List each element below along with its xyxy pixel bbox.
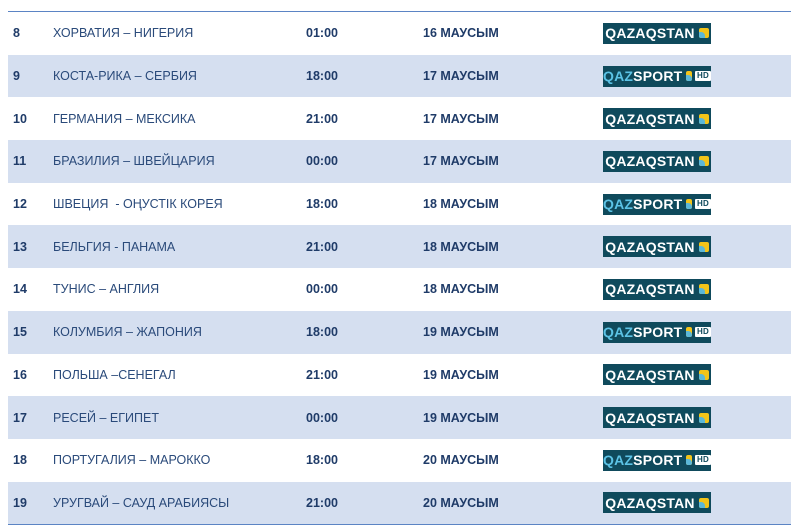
match-number: 12 — [13, 197, 27, 212]
channel: QAZAQSTAN — [603, 236, 711, 258]
logo-square-icon — [698, 284, 709, 295]
match-number: 18 — [13, 453, 27, 468]
match-number: 14 — [13, 282, 27, 297]
match-date: 20 МАУСЫМ — [423, 453, 499, 468]
logo-square-icon — [698, 412, 709, 423]
table-row: 16 ПОЛЬША –СЕНЕГАЛ 21:00 19 МАУСЫМ QAZAQ… — [8, 354, 791, 397]
logo-square-icon — [686, 327, 693, 338]
schedule-table: 8 ХОРВАТИЯ – НИГЕРИЯ 01:00 16 МАУСЫМ QAZ… — [8, 11, 791, 526]
match-teams: ПОЛЬША –СЕНЕГАЛ — [53, 367, 176, 382]
match-time: 00:00 — [306, 410, 338, 425]
match-teams: УРУГВАЙ – САУД АРАБИЯСЫ — [53, 495, 230, 510]
qazaqstan-logo: QAZAQSTAN — [603, 150, 711, 172]
match-number: 9 — [13, 69, 20, 84]
match-teams: КОЛУМБИЯ – ЖАПОНИЯ — [53, 325, 202, 340]
match-time: 01:00 — [306, 26, 338, 41]
match-teams: БРАЗИЛИЯ – ШВЕЙЦАРИЯ — [53, 154, 215, 169]
qazsport-hd-logo: QAZ SPORT HD — [603, 193, 711, 215]
qazaqstan-logo: QAZAQSTAN — [603, 492, 711, 514]
channel: QAZ SPORT HD — [603, 449, 711, 471]
match-time: 00:00 — [306, 282, 338, 297]
match-date: 17 МАУСЫМ — [423, 154, 499, 169]
channel: QAZ SPORT HD — [603, 193, 711, 215]
table-row: 19 УРУГВАЙ – САУД АРАБИЯСЫ 21:00 20 МАУС… — [8, 481, 791, 525]
match-number: 8 — [13, 26, 20, 41]
match-number: 10 — [13, 111, 27, 126]
match-date: 17 МАУСЫМ — [423, 69, 499, 84]
qazaqstan-logo: QAZAQSTAN — [603, 108, 711, 130]
match-teams: ШВЕЦИЯ - ОҢУСТІК КОРЕЯ — [53, 197, 223, 212]
table-row: 17 РЕСЕЙ – ЕГИПЕТ 00:00 19 МАУСЫМ QAZAQS… — [8, 396, 791, 439]
match-date: 17 МАУСЫМ — [423, 111, 499, 126]
logo-square-icon — [686, 455, 693, 466]
qazsport-hd-logo: QAZ SPORT HD — [603, 65, 711, 87]
match-time: 18:00 — [306, 453, 338, 468]
table-row: 9 КОСТА-РИКА – СЕРБИЯ 18:00 17 МАУСЫМ QA… — [8, 54, 791, 98]
match-time: 18:00 — [306, 69, 338, 84]
qazsport-hd-logo: QAZ SPORT HD — [603, 449, 711, 471]
channel: QAZ SPORT HD — [603, 65, 711, 87]
logo-square-icon — [698, 156, 709, 167]
qazaqstan-logo: QAZAQSTAN — [603, 278, 711, 300]
match-time: 21:00 — [306, 495, 338, 510]
channel: QAZAQSTAN — [603, 278, 711, 300]
channel: QAZAQSTAN — [603, 407, 711, 429]
match-time: 21:00 — [306, 239, 338, 254]
match-date: 16 МАУСЫМ — [423, 26, 499, 41]
table-row: 14 ТУНИС – АНГЛИЯ 00:00 18 МАУСЫМ QAZAQS… — [8, 268, 791, 311]
match-time: 00:00 — [306, 154, 338, 169]
match-date: 18 МАУСЫМ — [423, 282, 499, 297]
logo-square-icon — [686, 71, 693, 82]
match-time: 21:00 — [306, 111, 338, 126]
match-number: 19 — [13, 495, 27, 510]
match-number: 17 — [13, 410, 27, 425]
logo-square-icon — [698, 113, 709, 124]
match-time: 18:00 — [306, 325, 338, 340]
table-row: 13 БЕЛЬГИЯ - ПАНАМА 21:00 18 МАУСЫМ QAZA… — [8, 225, 791, 269]
match-number: 16 — [13, 367, 27, 382]
table-row: 12 ШВЕЦИЯ - ОҢУСТІК КОРЕЯ 18:00 18 МАУСЫ… — [8, 183, 791, 226]
match-teams: ПОРТУГАЛИЯ – МАРОККО — [53, 453, 211, 468]
channel: QAZAQSTAN — [603, 150, 711, 172]
match-date: 18 МАУСЫМ — [423, 197, 499, 212]
channel: QAZ SPORT HD — [603, 321, 711, 343]
logo-square-icon — [698, 497, 709, 508]
table-row: 15 КОЛУМБИЯ – ЖАПОНИЯ 18:00 19 МАУСЫМ QA… — [8, 310, 791, 354]
qazaqstan-logo: QAZAQSTAN — [603, 407, 711, 429]
match-teams: ХОРВАТИЯ – НИГЕРИЯ — [53, 26, 194, 41]
match-time: 18:00 — [306, 197, 338, 212]
qazaqstan-logo: QAZAQSTAN — [603, 22, 711, 44]
table-row: 11 БРАЗИЛИЯ – ШВЕЙЦАРИЯ 00:00 17 МАУСЫМ … — [8, 140, 791, 183]
match-number: 15 — [13, 325, 27, 340]
channel: QAZAQSTAN — [603, 492, 711, 514]
match-number: 13 — [13, 239, 27, 254]
match-time: 21:00 — [306, 367, 338, 382]
table-row: 8 ХОРВАТИЯ – НИГЕРИЯ 01:00 16 МАУСЫМ QAZ… — [8, 12, 791, 55]
match-teams: ГЕРМАНИЯ – МЕКСИКА — [53, 111, 196, 126]
qazaqstan-logo: QAZAQSTAN — [603, 364, 711, 386]
qazaqstan-logo: QAZAQSTAN — [603, 236, 711, 258]
channel: QAZAQSTAN — [603, 22, 711, 44]
qazsport-hd-logo: QAZ SPORT HD — [603, 321, 711, 343]
logo-square-icon — [698, 241, 709, 252]
match-teams: БЕЛЬГИЯ - ПАНАМА — [53, 239, 176, 254]
match-date: 19 МАУСЫМ — [423, 325, 499, 340]
logo-square-icon — [698, 28, 709, 39]
channel: QAZAQSTAN — [603, 364, 711, 386]
table-row: 10 ГЕРМАНИЯ – МЕКСИКА 21:00 17 МАУСЫМ QA… — [8, 97, 791, 140]
match-date: 19 МАУСЫМ — [423, 367, 499, 382]
logo-square-icon — [698, 369, 709, 380]
logo-square-icon — [686, 199, 693, 210]
match-teams: КОСТА-РИКА – СЕРБИЯ — [53, 69, 197, 84]
match-date: 18 МАУСЫМ — [423, 239, 499, 254]
channel: QAZAQSTAN — [603, 108, 711, 130]
match-teams: ТУНИС – АНГЛИЯ — [53, 282, 160, 297]
match-date: 20 МАУСЫМ — [423, 495, 499, 510]
match-date: 19 МАУСЫМ — [423, 410, 499, 425]
match-teams: РЕСЕЙ – ЕГИПЕТ — [53, 410, 159, 425]
table-row: 18 ПОРТУГАЛИЯ – МАРОККО 18:00 20 МАУСЫМ … — [8, 439, 791, 482]
match-number: 11 — [13, 154, 27, 169]
